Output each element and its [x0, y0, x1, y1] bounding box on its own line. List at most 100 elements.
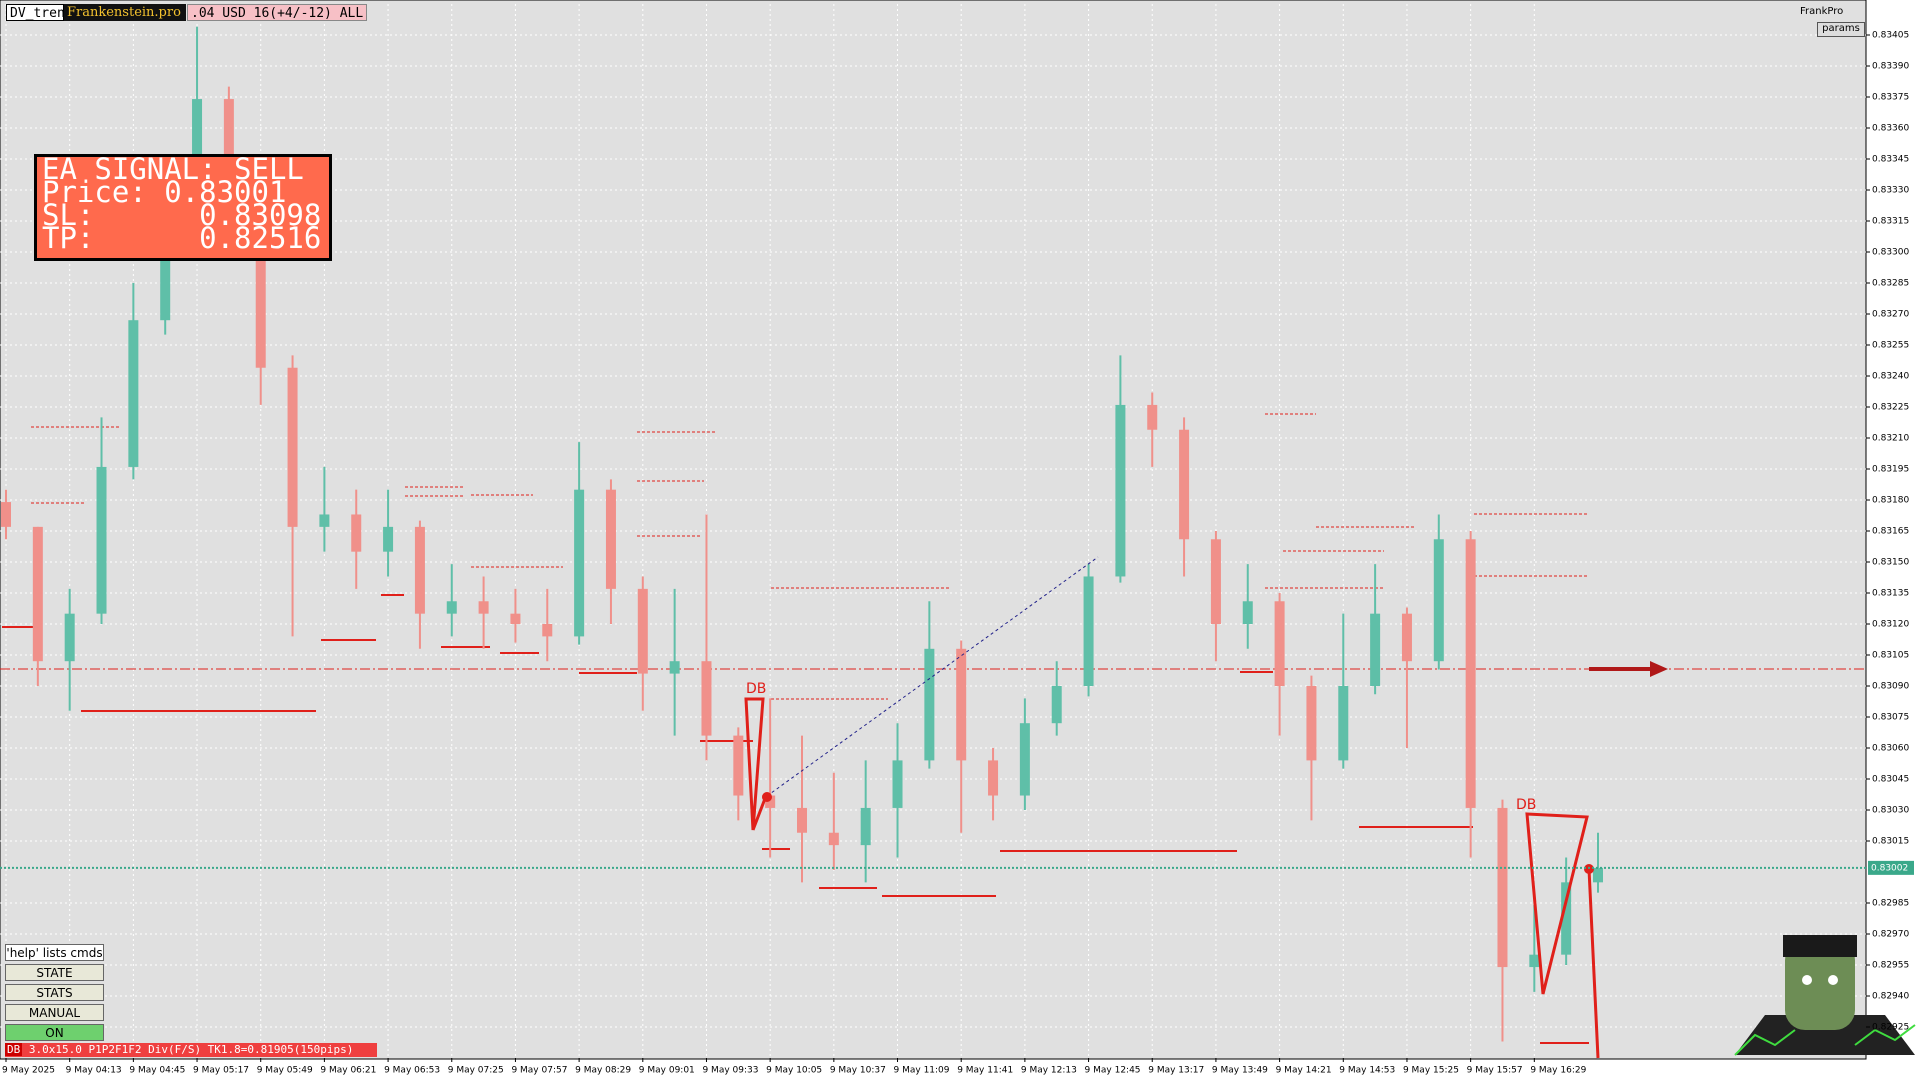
- y-tick-label: 0.83405: [1872, 31, 1909, 41]
- y-tick-label: 0.83075: [1872, 713, 1909, 723]
- candle-body: [1115, 404, 1126, 577]
- candle-body: [1338, 686, 1349, 761]
- candle-body: [1274, 601, 1285, 686]
- candle-body: [1147, 404, 1158, 430]
- candle-body: [1242, 601, 1253, 624]
- sell-marker: [762, 792, 772, 802]
- candle-body: [1210, 539, 1221, 624]
- user: FrankPro: [1800, 6, 1844, 17]
- candle-body: [1497, 807, 1508, 968]
- y-tick-label: 0.83150: [1872, 558, 1909, 568]
- candle-body: [510, 613, 521, 624]
- y-tick-label: 0.83210: [1872, 434, 1909, 444]
- y-tick-label: 0.82985: [1872, 899, 1909, 909]
- y-tick-label: 0.83090: [1872, 682, 1909, 692]
- status-bar: DB 3.0x15.0 P1P2F1F2 Div(F/S) TK1.8=0.81…: [5, 1043, 377, 1057]
- manual-button[interactable]: MANUAL: [5, 1004, 104, 1021]
- candle-body: [319, 514, 330, 527]
- status-text: 3.0x15.0 P1P2F1F2 Div(F/S) TK1.8=0.81905…: [28, 1043, 354, 1056]
- candle-body: [1401, 613, 1412, 662]
- candle-body: [924, 648, 935, 761]
- candle-body: [1019, 723, 1030, 796]
- candle-body: [1593, 867, 1603, 883]
- x-tick-label: 9 May 13:49: [1212, 1066, 1268, 1076]
- candle-body: [733, 735, 744, 796]
- y-tick-label: 0.83330: [1872, 186, 1909, 196]
- x-tick-label: 9 May 08:29: [575, 1066, 631, 1076]
- candle-body: [1083, 576, 1094, 686]
- candle-body: [637, 588, 648, 674]
- y-tick-label: 0.82940: [1872, 992, 1909, 1002]
- arrow: [1589, 661, 1668, 677]
- candle-body: [96, 466, 107, 614]
- y-tick-label: 0.83240: [1872, 372, 1909, 382]
- y-tick-label: 0.83030: [1872, 806, 1909, 816]
- mascot: [1734, 935, 1916, 1056]
- x-tick-label: 9 May 2025: [2, 1066, 55, 1076]
- y-tick-label: 0.83180: [1872, 496, 1909, 506]
- y-tick-label: 0.83135: [1872, 589, 1909, 599]
- signal-tp: TP: 0.82516: [42, 221, 322, 255]
- params-button[interactable]: params: [1817, 22, 1865, 37]
- x-tick-label: 9 May 07:57: [511, 1066, 567, 1076]
- level-lines: [2, 594, 1589, 1044]
- x-tick-label: 9 May 05:17: [193, 1066, 249, 1076]
- level-dashes: [0, 413, 1866, 700]
- y-tick-label: 0.83360: [1872, 124, 1909, 134]
- signal-sl: SL: 0.83098: [42, 198, 322, 232]
- y-tick-label: 0.83225: [1872, 403, 1909, 413]
- y-tick-label: 0.83315: [1872, 217, 1909, 227]
- symbol: DV_tren: [6, 4, 64, 21]
- pattern-db: [1525, 812, 1589, 995]
- y-tick-label: 0.83285: [1872, 279, 1909, 289]
- x-tick-label: 9 May 15:57: [1467, 1066, 1523, 1076]
- candle-body: [446, 601, 457, 614]
- y-tick-label: 0.83015: [1872, 837, 1909, 847]
- x-tick-label: 9 May 12:45: [1085, 1066, 1141, 1076]
- y-tick-label: 0.83300: [1872, 248, 1909, 258]
- x-tick-label: 9 May 15:25: [1403, 1066, 1459, 1076]
- candle-body: [574, 489, 585, 637]
- candle-body: [1306, 686, 1317, 761]
- x-tick-label: 9 May 09:01: [639, 1066, 695, 1076]
- y-tick-label: 0.83255: [1872, 341, 1909, 351]
- candle-body: [1529, 954, 1540, 968]
- x-tick-label: 9 May 13:17: [1148, 1066, 1204, 1076]
- x-tick-label: 9 May 14:21: [1276, 1066, 1332, 1076]
- y-tick-label: 0.83105: [1872, 651, 1909, 661]
- candle-body: [287, 367, 298, 527]
- candle-body: [255, 210, 266, 368]
- candle-body: [1, 502, 11, 527]
- on-button[interactable]: ON: [5, 1024, 104, 1041]
- candle-body: [128, 320, 139, 467]
- candle-body: [64, 613, 75, 662]
- account-info: .04 USD 16(+4/-12) ALL: [187, 4, 367, 21]
- candle-body: [1370, 613, 1381, 686]
- pattern-label: DB: [746, 681, 766, 697]
- stats-button[interactable]: STATS: [5, 984, 104, 1001]
- x-tick-label: 9 May 09:33: [702, 1066, 758, 1076]
- candle-body: [1465, 539, 1476, 808]
- candle-body: [828, 832, 839, 846]
- x-tick-label: 9 May 06:53: [384, 1066, 440, 1076]
- sell-marker: [1584, 864, 1594, 874]
- candle-body: [860, 807, 871, 846]
- y-tick-label: 0.83120: [1872, 620, 1909, 630]
- pattern-db: [744, 697, 768, 831]
- x-tick-label: 9 May 10:37: [830, 1066, 886, 1076]
- candle-body: [1051, 686, 1062, 724]
- brand[interactable]: Frankenstein.pro: [64, 4, 186, 21]
- y-tick-label: 0.83375: [1872, 93, 1909, 103]
- y-tick-label: 0.82970: [1872, 930, 1909, 940]
- candle-body: [1179, 429, 1190, 540]
- x-tick-label: 9 May 11:09: [894, 1066, 950, 1076]
- candle-body: [32, 526, 43, 662]
- x-tick-label: 9 May 05:49: [257, 1066, 313, 1076]
- candle-body: [478, 601, 489, 614]
- drop-line: [1587, 868, 1600, 1059]
- x-tick-label: 9 May 10:05: [766, 1066, 822, 1076]
- state-button[interactable]: STATE: [5, 964, 104, 981]
- help-button[interactable]: 'help' lists cmds: [5, 944, 104, 961]
